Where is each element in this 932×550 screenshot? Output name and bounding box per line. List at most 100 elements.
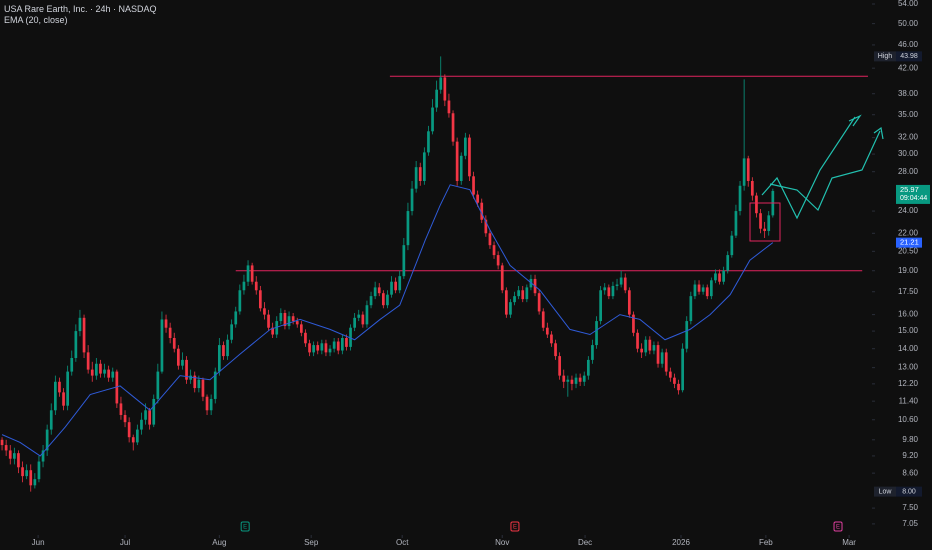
- candle-body: [267, 314, 270, 328]
- candle-body: [49, 410, 53, 430]
- y-tick-label: 22.00: [898, 228, 919, 237]
- high-badge: [874, 51, 896, 62]
- y-tick-label: 54.00: [898, 0, 919, 8]
- projection-arrow: [769, 130, 881, 212]
- candle-body: [746, 158, 750, 181]
- candle-body: [386, 294, 389, 306]
- candle-body: [295, 321, 299, 325]
- candle-body: [381, 293, 385, 306]
- candle-body: [566, 379, 570, 382]
- candle-body: [422, 152, 426, 181]
- candle-body: [226, 339, 229, 357]
- candle-body: [402, 245, 406, 277]
- candle-body: [217, 345, 221, 372]
- low-value-bg: [896, 486, 922, 497]
- candle-body: [340, 337, 344, 351]
- candle-body: [283, 313, 287, 327]
- countdown: 09:04:44: [900, 195, 927, 202]
- candle-body: [451, 113, 455, 142]
- candle-body: [513, 296, 516, 303]
- candle-body: [41, 450, 45, 462]
- candle-body: [504, 290, 508, 315]
- candle-body: [550, 334, 553, 344]
- candle-body: [537, 293, 541, 312]
- candle-body: [291, 316, 295, 322]
- candle-body: [230, 324, 233, 340]
- candle-body: [447, 100, 451, 114]
- candle-body: [53, 381, 57, 411]
- candle-body: [603, 287, 607, 291]
- candle-body: [263, 308, 266, 315]
- event-icon: [240, 521, 250, 532]
- high-label: High: [878, 53, 893, 60]
- candle-body: [29, 470, 33, 486]
- candle-body: [131, 437, 135, 443]
- candle-body: [562, 375, 566, 382]
- candle-body: [4, 445, 8, 451]
- candle-body: [103, 369, 106, 374]
- candle-body: [33, 479, 37, 486]
- y-tick-label: 30.00: [898, 149, 919, 158]
- candle-body: [595, 321, 598, 346]
- candle-body: [750, 180, 754, 196]
- candle-body: [574, 377, 578, 384]
- candle-body: [172, 337, 176, 349]
- candle-body: [738, 185, 742, 212]
- candle-body: [123, 414, 127, 423]
- candle-body: [82, 317, 86, 353]
- candle-body: [726, 255, 730, 271]
- candle-body: [722, 270, 725, 282]
- candle-body: [693, 284, 697, 297]
- candle-body: [554, 343, 557, 357]
- candle-body: [209, 398, 213, 411]
- candle-body: [246, 265, 250, 282]
- y-tick-label: 50.00: [898, 19, 919, 28]
- candle-body: [316, 345, 320, 351]
- event-icon: [833, 521, 843, 532]
- candle-body: [406, 211, 410, 246]
- candle-body: [632, 314, 635, 333]
- candle-body: [66, 371, 70, 406]
- candle-body: [58, 381, 61, 393]
- y-tick-label: 17.50: [898, 287, 919, 296]
- candle-body: [582, 375, 586, 382]
- candle-body: [439, 77, 443, 90]
- candle-body: [763, 228, 766, 231]
- y-tick-label: 11.40: [899, 396, 919, 405]
- high-value: 43.98: [900, 53, 918, 60]
- candle-body: [427, 131, 430, 153]
- candle-body: [476, 194, 479, 203]
- candle-body: [193, 375, 197, 389]
- candle-body: [681, 348, 684, 391]
- candle-body: [115, 371, 119, 404]
- candle-body: [156, 371, 160, 399]
- x-tick-label: Mar: [842, 538, 856, 547]
- low-label: Low: [879, 488, 893, 495]
- candle-body: [119, 403, 123, 415]
- candle-body: [25, 470, 29, 477]
- candle-body: [99, 363, 102, 374]
- y-tick-label: 7.50: [902, 503, 918, 512]
- candle-body: [353, 317, 356, 328]
- candle-body: [660, 352, 664, 364]
- candle-body: [222, 345, 225, 357]
- candle-body: [308, 343, 311, 353]
- candle-body: [250, 265, 254, 282]
- candle-body: [591, 345, 594, 360]
- candle-body: [541, 311, 545, 328]
- candle-body: [181, 359, 184, 366]
- x-tick-label: Feb: [759, 538, 773, 547]
- candle-body: [414, 167, 418, 189]
- candle-body: [152, 398, 156, 425]
- candle-body: [357, 314, 361, 318]
- event-label: E: [513, 525, 517, 531]
- candle-body: [304, 332, 307, 344]
- candle-body: [689, 296, 693, 322]
- candle-body: [107, 369, 111, 378]
- x-tick-label: Nov: [495, 538, 509, 547]
- y-tick-label: 14.00: [898, 344, 919, 353]
- candle-body: [709, 280, 713, 297]
- candle-body: [615, 284, 619, 286]
- x-tick-label: Sep: [304, 538, 319, 547]
